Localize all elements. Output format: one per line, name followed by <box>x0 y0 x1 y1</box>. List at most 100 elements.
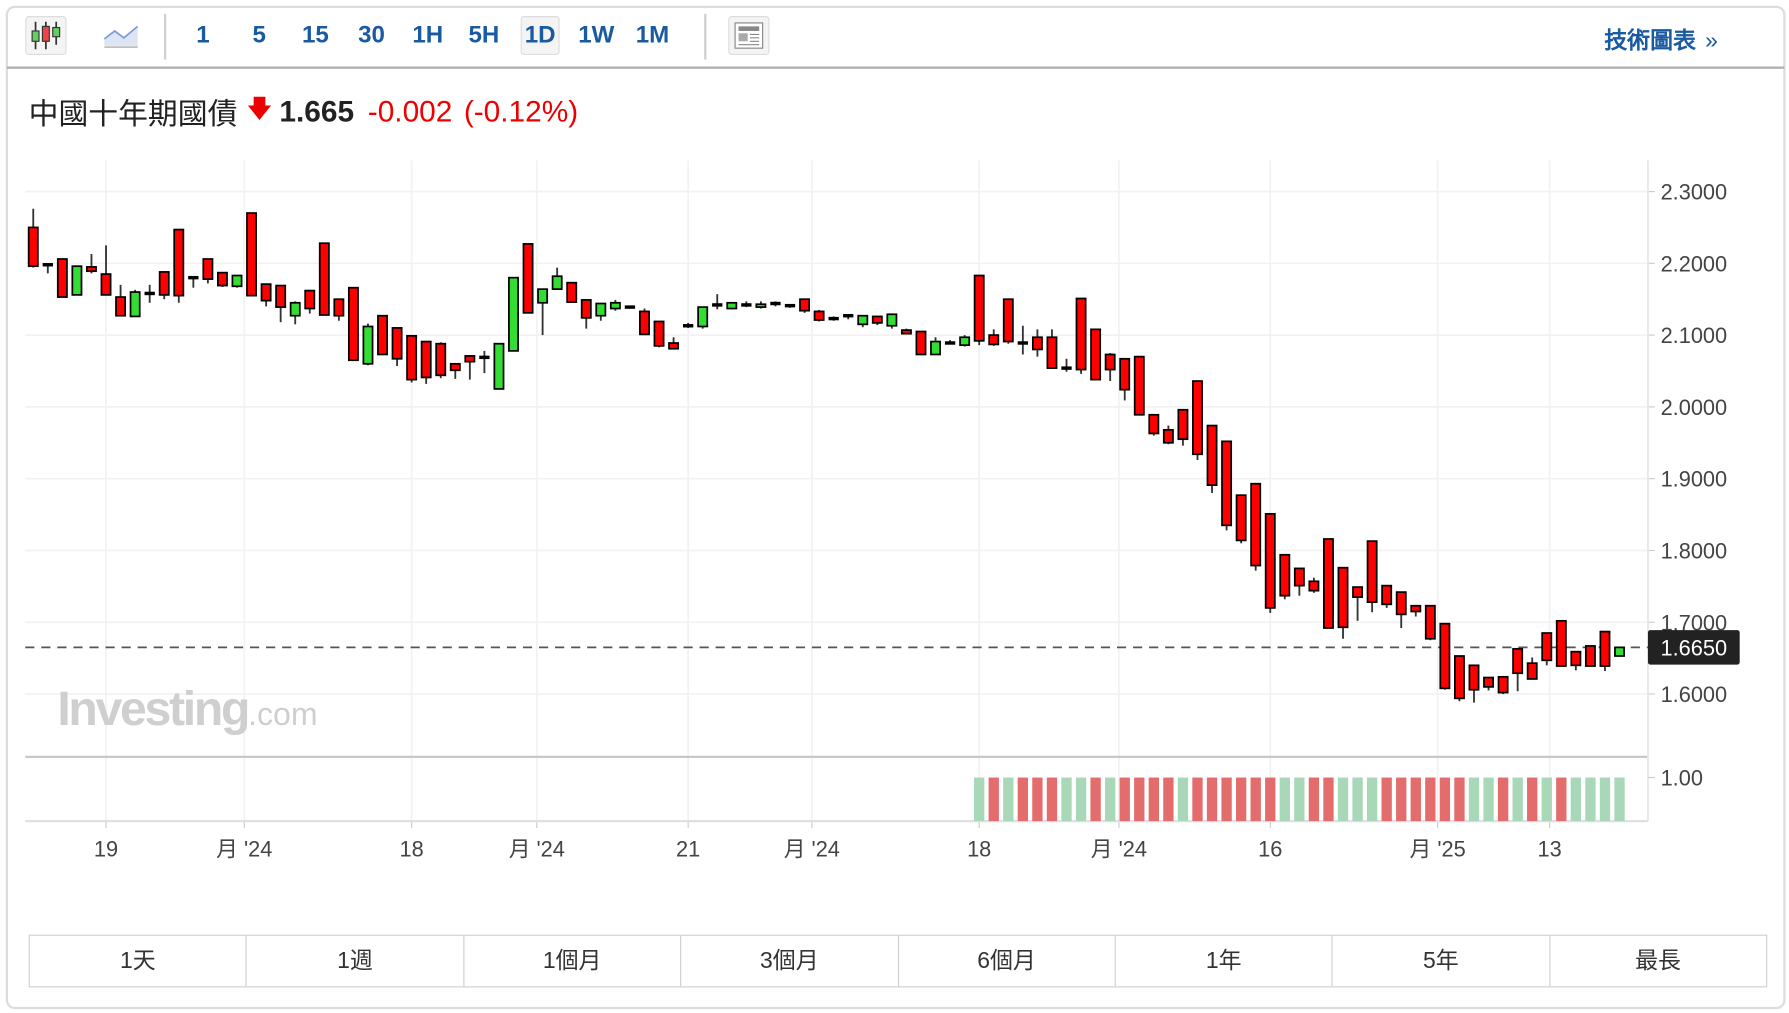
chevron-right-icon: » <box>1705 28 1718 54</box>
candle-body <box>668 342 680 350</box>
candle-body <box>275 284 287 308</box>
candle <box>624 305 636 309</box>
interval-1D[interactable]: 1D <box>520 16 560 56</box>
candle <box>1264 512 1276 613</box>
candle-body <box>216 271 228 287</box>
volume-bar <box>1061 777 1072 822</box>
candle-body <box>1046 336 1058 369</box>
interval-5[interactable]: 5 <box>252 21 266 49</box>
x-tick-label: 月 '24 <box>1091 837 1147 862</box>
volume-bar <box>1570 777 1582 822</box>
candle <box>71 265 83 296</box>
interval-1[interactable]: 1 <box>196 21 210 49</box>
candle <box>1250 482 1262 571</box>
range-button[interactable]: 1週 <box>247 935 465 987</box>
interval-5H[interactable]: 5H <box>468 21 500 49</box>
range-button[interactable]: 1年 <box>1116 935 1333 987</box>
volume-bar <box>1556 777 1567 822</box>
volume-bar <box>1134 777 1145 822</box>
candle <box>464 355 476 380</box>
area-chart-button[interactable] <box>101 16 142 55</box>
x-tick-label: 月 '24 <box>216 837 272 862</box>
candle <box>1221 440 1233 531</box>
range-button[interactable]: 5年 <box>1333 935 1551 987</box>
interval-1M[interactable]: 1M <box>635 21 670 49</box>
candle-body <box>27 226 39 268</box>
volume-bar <box>1003 777 1014 822</box>
candle-body <box>508 276 519 352</box>
candle-body <box>537 288 549 304</box>
volume-bar <box>1017 777 1029 822</box>
candle <box>1570 650 1582 671</box>
candlestick-chart[interactable]: 2.30002.20002.10002.00001.90001.80001.70… <box>0 149 1789 894</box>
volume-bar <box>1206 777 1218 822</box>
candle <box>42 263 53 274</box>
volume-bar <box>1279 777 1290 822</box>
candle <box>843 313 854 320</box>
candle <box>1002 298 1014 344</box>
candle-body <box>1031 336 1043 351</box>
candle <box>900 328 912 335</box>
candle-body <box>1148 413 1160 435</box>
candle <box>1133 355 1145 416</box>
range-button[interactable]: 6個月 <box>899 935 1116 987</box>
candle-body <box>479 355 490 360</box>
candle <box>100 245 112 296</box>
candle <box>944 340 956 345</box>
candle-body <box>173 228 185 297</box>
candle <box>871 315 883 326</box>
volume-bar <box>1599 777 1611 822</box>
area-chart-icon <box>103 25 139 48</box>
candle <box>86 253 97 274</box>
candle <box>231 274 243 288</box>
candle <box>1323 538 1334 629</box>
candle-body <box>1366 540 1378 604</box>
candle-body <box>464 355 476 363</box>
price-change: -0.002 <box>367 93 453 128</box>
volume-bar <box>1454 777 1465 822</box>
interval-30[interactable]: 30 <box>358 21 385 49</box>
candlestick-chart-button[interactable] <box>25 16 67 56</box>
volume-bar <box>1439 777 1451 822</box>
interval-1W[interactable]: 1W <box>578 21 615 49</box>
candle-body <box>449 362 461 372</box>
interval-15[interactable]: 15 <box>301 21 329 49</box>
candle-body <box>741 303 752 307</box>
candle-body <box>784 303 796 308</box>
candle-body <box>1497 675 1509 694</box>
candle <box>1192 380 1203 461</box>
candle <box>799 298 811 313</box>
candle <box>1599 630 1611 672</box>
volume-bar <box>1250 777 1261 822</box>
candle-body <box>522 243 534 314</box>
candle-body <box>755 303 767 308</box>
candle <box>857 314 869 328</box>
candle <box>202 258 214 284</box>
y-tick-label: 2.2000 <box>1661 251 1728 276</box>
interval-1H[interactable]: 1H <box>412 21 444 49</box>
technical-chart-link[interactable]: 技術圖表 » <box>1604 22 1718 55</box>
x-tick-label: 月 '24 <box>784 837 840 862</box>
range-button[interactable]: 3個月 <box>681 935 899 987</box>
candle-body <box>420 340 432 379</box>
candle <box>755 301 767 309</box>
range-button[interactable]: 最長 <box>1635 948 1681 974</box>
candle-body <box>770 301 781 306</box>
candle-body <box>1453 655 1465 700</box>
candle <box>1614 646 1625 657</box>
candle <box>362 323 374 366</box>
candle <box>726 301 738 310</box>
layout-button[interactable] <box>728 16 770 56</box>
candle-body <box>1308 580 1320 592</box>
candle <box>216 271 228 287</box>
candle <box>1424 604 1436 641</box>
candle <box>508 276 519 352</box>
y-tick-label: 1.6000 <box>1661 682 1728 707</box>
chart-widget <box>5 5 1786 1010</box>
candle <box>551 267 563 291</box>
candle-body <box>712 303 723 307</box>
candle <box>1366 540 1378 613</box>
range-button[interactable]: 1個月 <box>464 935 682 987</box>
range-button[interactable]: 1天 <box>30 935 247 987</box>
candle-body <box>1512 647 1524 675</box>
